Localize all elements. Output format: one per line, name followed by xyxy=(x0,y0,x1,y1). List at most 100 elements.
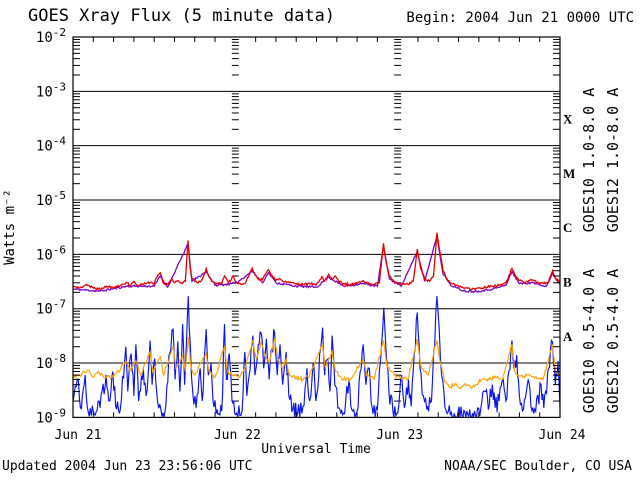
day-gridline-dash xyxy=(394,147,402,149)
day-gridline-dash xyxy=(231,183,239,185)
day-gridline-dash xyxy=(231,227,239,229)
day-gridline-dash xyxy=(394,44,402,46)
day-gridline-dash xyxy=(394,112,402,114)
day-gridline-dash xyxy=(231,324,239,326)
day-gridline-dash xyxy=(231,44,239,46)
day-gridline-dash xyxy=(231,74,239,76)
day-gridline-dash xyxy=(231,173,239,175)
day-gridline-dash xyxy=(394,153,402,155)
day-gridline-dash xyxy=(231,262,239,264)
day-gridline-dash xyxy=(231,336,239,338)
day-gridline-dash xyxy=(394,310,402,312)
y-tick-label: 10-8 xyxy=(36,352,66,372)
day-gridline-dash xyxy=(394,52,402,54)
series-line-goes10_short xyxy=(73,337,560,390)
day-gridline-dash xyxy=(394,367,402,369)
x-tick-label: Jun 21 xyxy=(55,428,102,443)
day-gridline-dash xyxy=(231,275,239,277)
y-tick-label: 10-9 xyxy=(36,406,66,426)
day-gridline-dash xyxy=(231,157,239,159)
day-gridline-dash xyxy=(394,41,402,43)
flare-class-letter: C xyxy=(563,220,572,235)
day-gridline-dash xyxy=(394,161,402,163)
day-gridline-dash xyxy=(231,370,239,372)
day-gridline-dash xyxy=(231,378,239,380)
day-gridline-dash xyxy=(394,374,402,376)
day-gridline-dash xyxy=(231,204,239,206)
day-gridline-dash xyxy=(231,256,239,258)
x-axis-title: Universal Time xyxy=(261,442,371,457)
day-gridline-dash xyxy=(231,202,239,204)
day-gridline-dash xyxy=(394,329,402,331)
day-gridline-dash xyxy=(394,270,402,272)
x-tick-label: Jun 24 xyxy=(539,428,586,443)
y-tick-label: 10-4 xyxy=(36,135,66,155)
day-gridline-dash xyxy=(231,99,239,101)
day-gridline-dash xyxy=(394,173,402,175)
flare-class-letter: M xyxy=(563,166,575,181)
day-gridline-dash xyxy=(394,227,402,229)
day-gridline-dash xyxy=(394,259,402,261)
grid-layer xyxy=(73,38,560,402)
day-gridline-dash xyxy=(231,313,239,315)
day-gridline-dash xyxy=(231,320,239,322)
day-gridline-dash xyxy=(394,102,402,104)
legend-goes10_long: GOES10 1.0-8.0 A xyxy=(580,88,598,233)
legend-goes10_short: GOES10 0.5-4.0 A xyxy=(580,269,598,414)
y-tick-label: 10-2 xyxy=(36,26,66,46)
day-gridline-dash xyxy=(231,119,239,121)
day-gridline-dash xyxy=(394,215,402,217)
day-gridline-dash xyxy=(394,166,402,168)
flare-class-letter: B xyxy=(563,275,572,290)
y-axis-title: Watts m⁻² xyxy=(2,189,18,265)
day-gridline-dash xyxy=(231,329,239,331)
axis-layer xyxy=(72,36,561,418)
day-gridline-dash xyxy=(394,365,402,367)
day-gridline-dash xyxy=(231,265,239,267)
day-gridline-dash xyxy=(394,221,402,223)
day-gridline-dash xyxy=(231,112,239,114)
day-gridline-dash xyxy=(394,324,402,326)
day-gridline-dash xyxy=(231,48,239,50)
legend-layer: GOES10 1.0-8.0 A GOES12 1.0-8.0 A GOES10 0… xyxy=(580,88,622,414)
day-gridline-dash xyxy=(231,93,239,95)
day-gridline-dash xyxy=(231,102,239,104)
day-gridline-dash xyxy=(394,202,402,204)
series-layer xyxy=(73,232,560,418)
day-gridline-dash xyxy=(231,316,239,318)
day-gridline-dash xyxy=(231,107,239,109)
legend-goes12_long: GOES12 1.0-8.0 A xyxy=(604,88,622,233)
chart-title: GOES Xray Flux (5 minute data) xyxy=(28,6,335,26)
day-gridline-dash xyxy=(394,38,402,40)
day-gridline-dash xyxy=(394,157,402,159)
day-gridline-dash xyxy=(394,58,402,60)
begin-timestamp-label: Begin: 2004 Jun 21 0000 UTC xyxy=(406,10,634,26)
day-gridline-dash xyxy=(394,400,402,402)
flare-class-letter: A xyxy=(563,329,573,344)
day-gridline-dash xyxy=(231,221,239,223)
day-gridline-dash xyxy=(394,316,402,318)
source-attribution: NOAA/SEC Boulder, CO USA xyxy=(444,459,632,474)
day-gridline-dash xyxy=(394,291,402,293)
y-tick-label: 10-3 xyxy=(36,80,66,100)
day-gridline-dash xyxy=(394,74,402,76)
day-gridline-dash xyxy=(394,265,402,267)
day-gridline-dash xyxy=(231,153,239,155)
series-line-goes12_long xyxy=(73,232,560,291)
day-gridline-dash xyxy=(394,48,402,50)
y-tick-label: 10-5 xyxy=(36,189,66,209)
day-gridline-dash xyxy=(394,346,402,348)
day-gridline-dash xyxy=(394,204,402,206)
day-gridline-dash xyxy=(231,41,239,43)
day-gridline-dash xyxy=(394,93,402,95)
day-gridline-dash xyxy=(394,256,402,258)
updated-timestamp: Updated 2004 Jun 23 23:56:06 UTC xyxy=(2,459,252,474)
x-tick-label: Jun 22 xyxy=(214,428,261,443)
day-gridline-dash xyxy=(231,161,239,163)
day-gridline-dash xyxy=(231,211,239,213)
day-gridline-dash xyxy=(394,378,402,380)
day-gridline-dash xyxy=(394,207,402,209)
x-tick-label: Jun 23 xyxy=(376,428,423,443)
day-gridline-dash xyxy=(394,320,402,322)
